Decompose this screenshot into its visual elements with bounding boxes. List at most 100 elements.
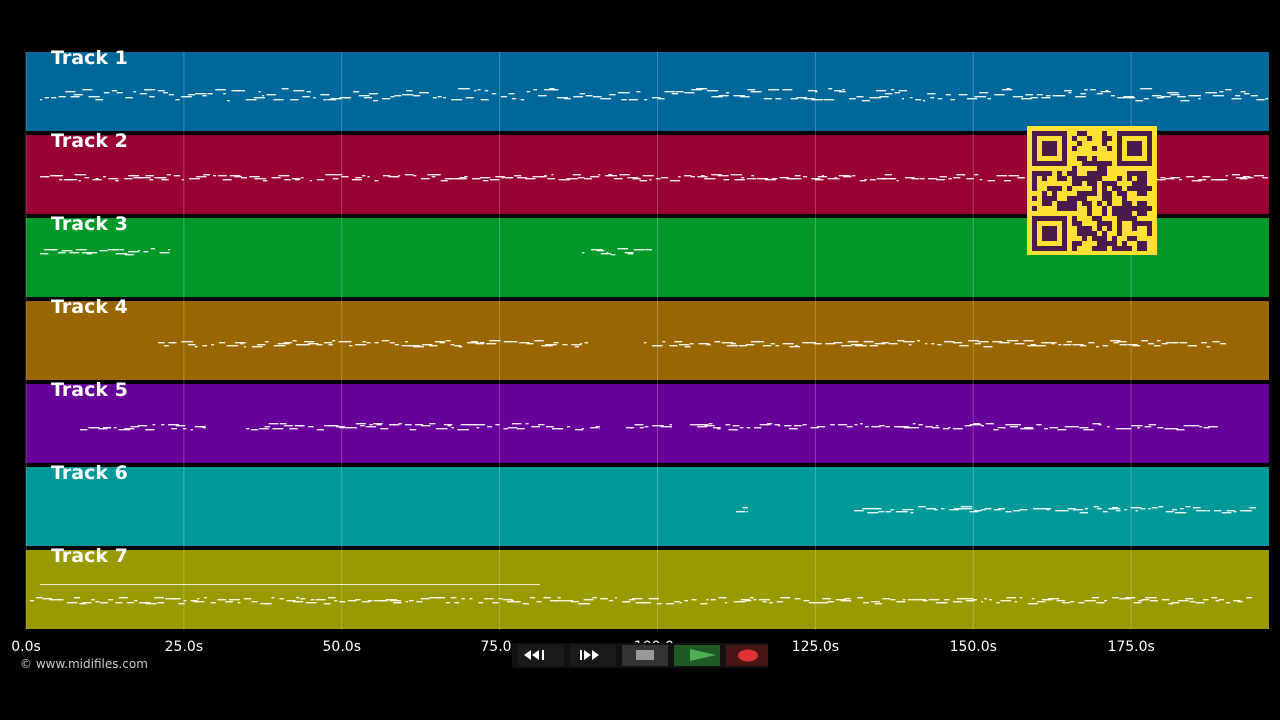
note bbox=[723, 179, 730, 181]
note bbox=[385, 599, 397, 601]
note bbox=[890, 599, 896, 601]
note bbox=[126, 602, 134, 604]
note bbox=[627, 177, 639, 179]
note bbox=[1043, 508, 1052, 510]
qr-cell bbox=[1057, 176, 1062, 181]
note bbox=[225, 601, 233, 603]
qr-cell bbox=[1137, 241, 1142, 246]
note bbox=[910, 512, 914, 514]
note bbox=[133, 91, 137, 93]
note bbox=[301, 177, 304, 179]
note bbox=[58, 96, 66, 98]
note bbox=[487, 426, 493, 428]
note bbox=[1140, 508, 1146, 510]
note bbox=[1237, 601, 1243, 603]
qr-cell bbox=[1082, 226, 1087, 231]
qr-cell bbox=[1067, 196, 1072, 201]
note bbox=[750, 341, 760, 343]
note bbox=[930, 97, 935, 99]
note bbox=[1116, 341, 1127, 343]
qr-cell bbox=[1097, 226, 1102, 231]
qr-cell bbox=[1117, 221, 1122, 226]
qr-cell bbox=[1147, 231, 1152, 236]
note bbox=[580, 343, 583, 345]
note bbox=[624, 601, 629, 603]
note bbox=[211, 344, 215, 346]
note bbox=[870, 508, 882, 510]
note bbox=[1151, 507, 1158, 509]
note bbox=[367, 600, 373, 602]
note bbox=[65, 91, 76, 93]
note bbox=[1187, 345, 1197, 347]
note bbox=[756, 178, 769, 180]
note bbox=[896, 601, 906, 603]
qr-cell bbox=[1137, 191, 1142, 196]
note bbox=[810, 427, 819, 429]
note bbox=[495, 424, 500, 426]
note bbox=[794, 598, 801, 600]
note bbox=[366, 342, 371, 344]
note bbox=[1036, 424, 1042, 426]
note bbox=[537, 424, 545, 426]
note bbox=[86, 253, 93, 255]
note bbox=[562, 600, 574, 602]
note bbox=[851, 175, 856, 177]
forward-button[interactable] bbox=[570, 645, 616, 666]
note bbox=[915, 99, 922, 101]
qr-cell bbox=[1067, 171, 1072, 176]
note bbox=[355, 599, 361, 601]
note bbox=[1092, 423, 1101, 425]
note bbox=[308, 343, 319, 345]
note bbox=[454, 602, 460, 604]
note bbox=[903, 341, 915, 343]
note bbox=[458, 346, 463, 348]
note bbox=[984, 508, 992, 510]
note bbox=[704, 178, 716, 180]
qr-cell bbox=[1062, 246, 1067, 251]
qr-cell bbox=[1142, 181, 1147, 186]
note bbox=[665, 603, 675, 605]
note bbox=[898, 426, 910, 428]
note bbox=[262, 180, 268, 182]
note bbox=[984, 598, 987, 600]
note bbox=[962, 174, 966, 176]
qr-cell bbox=[1137, 151, 1142, 156]
note bbox=[293, 90, 305, 92]
note bbox=[907, 599, 916, 601]
stop-button[interactable] bbox=[622, 645, 668, 666]
note bbox=[1179, 179, 1182, 181]
note bbox=[1235, 95, 1241, 97]
note bbox=[863, 341, 874, 343]
qr-cell bbox=[1077, 196, 1082, 201]
note bbox=[1127, 97, 1136, 99]
note bbox=[125, 97, 133, 99]
rewind-button[interactable] bbox=[518, 645, 564, 666]
note bbox=[579, 93, 586, 95]
note bbox=[237, 90, 246, 92]
note bbox=[1046, 95, 1051, 97]
note bbox=[599, 428, 600, 430]
note bbox=[931, 427, 940, 429]
note bbox=[465, 97, 474, 99]
play-button[interactable] bbox=[674, 645, 720, 666]
qr-cell bbox=[1057, 186, 1062, 191]
note bbox=[40, 253, 49, 255]
note bbox=[1218, 179, 1228, 181]
note bbox=[44, 97, 49, 99]
note bbox=[545, 426, 554, 428]
note bbox=[1072, 344, 1084, 346]
note bbox=[130, 426, 140, 428]
note bbox=[584, 178, 592, 180]
qr-cell bbox=[1092, 231, 1097, 236]
note bbox=[202, 95, 207, 97]
note bbox=[764, 179, 776, 181]
note bbox=[825, 343, 836, 345]
note bbox=[585, 95, 593, 97]
record-button[interactable] bbox=[726, 645, 768, 666]
note bbox=[1012, 96, 1024, 98]
qr-cell bbox=[1072, 206, 1077, 211]
note bbox=[229, 175, 241, 177]
qr-cell bbox=[1107, 196, 1112, 201]
note bbox=[427, 174, 439, 176]
note bbox=[1100, 91, 1111, 93]
